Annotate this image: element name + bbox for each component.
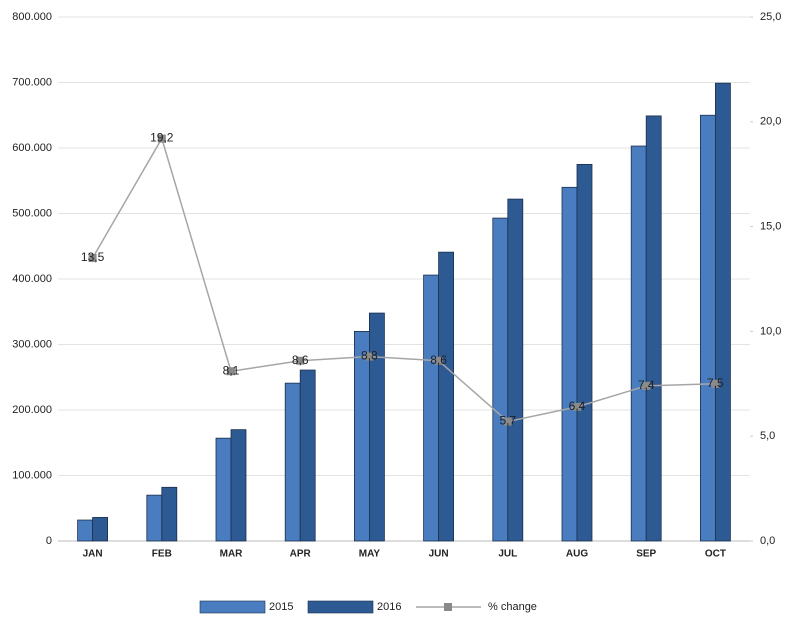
bar (215, 437, 232, 542)
data-label: 6,4 (569, 399, 586, 413)
bar (423, 274, 440, 542)
y-tick-label: 800.000 (12, 11, 52, 23)
bar (368, 312, 385, 542)
y-tick-label: 100.000 (12, 469, 52, 481)
line-marker (642, 381, 651, 390)
data-label: 8,8 (361, 349, 378, 363)
bar (353, 330, 370, 542)
bar (161, 486, 178, 542)
line-marker (503, 417, 512, 426)
x-tick-label: FEB (152, 549, 172, 560)
line-marker (573, 402, 581, 411)
line (91, 136, 716, 423)
bar (561, 186, 578, 542)
data-label: 7,4 (638, 378, 655, 392)
data-label: 8,6 (430, 353, 447, 367)
y2-tick-label: 5,0 (760, 430, 775, 442)
x-tick-label: SEP (636, 549, 656, 560)
bar (77, 519, 93, 542)
bar (576, 163, 593, 542)
bar (715, 82, 731, 542)
y2-tick-label: 0,0 (760, 535, 775, 547)
y-tick-label: 500.000 (12, 207, 52, 219)
y2-tick-label: 25,0 (760, 11, 781, 23)
bar (492, 217, 509, 542)
data-label: 7,5 (707, 376, 724, 390)
bar (299, 369, 316, 542)
bar (146, 494, 163, 542)
data-label: 13,5 (81, 250, 105, 264)
y-tick-label: 400.000 (12, 273, 52, 285)
data-label: 8,1 (223, 363, 240, 377)
y2-tick-label: 10,0 (760, 325, 781, 337)
line-marker (434, 356, 443, 365)
y-tick-label: 200.000 (12, 404, 52, 416)
data-label: 19,2 (150, 131, 174, 145)
x-tick-label: AUG (566, 549, 588, 560)
y2-tick-label: 15,0 (760, 221, 781, 233)
bar (230, 429, 247, 542)
bar (507, 198, 524, 542)
line-marker (157, 134, 166, 143)
bar (92, 517, 108, 542)
line-marker (88, 254, 97, 263)
data-label: 8,6 (292, 353, 309, 367)
legend-label: 2016 (377, 601, 401, 613)
line-marker (227, 367, 235, 376)
line-marker (296, 356, 305, 365)
y-tick-label: 700.000 (12, 76, 52, 88)
data-label: 5,7 (499, 414, 516, 428)
y-tick-label: 600.000 (12, 142, 52, 154)
legend-swatch (307, 600, 374, 614)
y-tick-label: 0 (46, 535, 52, 547)
x-tick-label: MAY (359, 549, 381, 560)
x-tick-label: APR (290, 549, 312, 560)
legend-swatch (199, 600, 266, 614)
line-marker (365, 352, 374, 361)
legend-label: 2015 (269, 601, 293, 613)
bar (438, 251, 455, 542)
bar (700, 114, 716, 542)
y2-tick-label: 20,0 (760, 116, 781, 128)
legend-label: % change (488, 601, 537, 613)
bar (284, 382, 301, 542)
x-tick-label: JUN (429, 549, 449, 560)
x-tick-label: OCT (705, 549, 726, 560)
bar (630, 145, 647, 542)
x-tick-label: JUL (498, 549, 517, 560)
x-tick-label: MAR (220, 549, 244, 560)
legend-marker (444, 603, 452, 611)
x-tick-label: JAN (83, 549, 103, 560)
y-tick-label: 300.000 (12, 338, 52, 350)
line-marker (711, 379, 720, 388)
bar (645, 115, 662, 542)
